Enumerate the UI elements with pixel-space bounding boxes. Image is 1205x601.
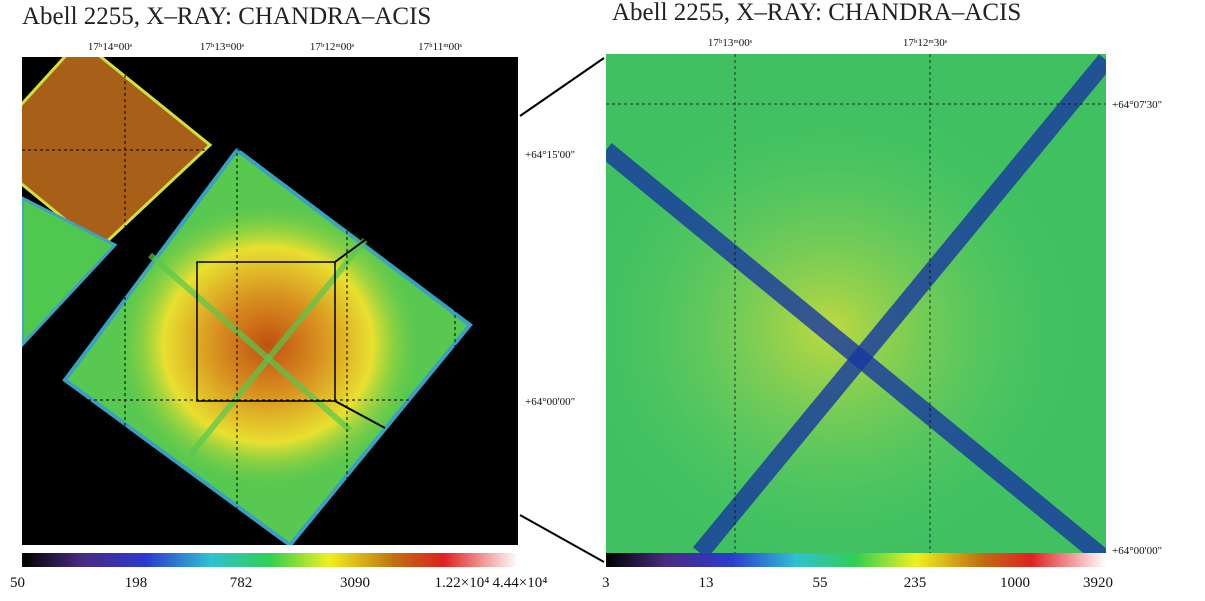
zoom-lines [334, 57, 605, 563]
colorbar [22, 553, 518, 567]
colorbar-label: 1000 [1000, 575, 1030, 591]
ra-label: 17ʰ11ᵐ00ˢ [418, 41, 463, 53]
colorbar-label: 55 [813, 575, 828, 591]
colorbar-label: 13 [699, 575, 714, 591]
colorbar-label: 4.44×10⁴ [493, 575, 548, 591]
colorbar-label: 50 [10, 575, 25, 591]
dec-label: +64°15'00" [525, 149, 575, 161]
colorbar-label: 3090 [340, 575, 370, 591]
dec-label: +64°00'00" [1112, 545, 1162, 557]
colorbar-label: 235 [904, 575, 927, 591]
ra-label: 17ʰ12ᵐ00ˢ [310, 41, 355, 53]
ra-label: 17ʰ12ᵐ30ˢ [903, 37, 948, 49]
xray-image [22, 57, 518, 545]
dec-label: +64°07'30" [1112, 99, 1162, 111]
colorbar [606, 553, 1106, 567]
ra-label: 17ʰ13ᵐ00ˢ [200, 41, 245, 53]
colorbar-label: 1.22×10⁴ [435, 575, 490, 591]
panel-title: Abell 2255, X–RAY: CHANDRA–ACIS [612, 0, 1021, 26]
colorbar-label: 3920 [1083, 575, 1113, 591]
colorbar-label: 198 [125, 575, 148, 591]
dec-label: +64°00'00" [525, 396, 575, 408]
ra-label: 17ʰ14ᵐ00ˢ [88, 41, 133, 53]
ra-label: 17ʰ13ᵐ00ˢ [708, 37, 753, 49]
colorbar-label: 782 [230, 575, 253, 591]
panel-title: Abell 2255, X–RAY: CHANDRA–ACIS [22, 3, 431, 30]
colorbar-label: 3 [602, 575, 610, 591]
zoom-image [606, 54, 1106, 553]
